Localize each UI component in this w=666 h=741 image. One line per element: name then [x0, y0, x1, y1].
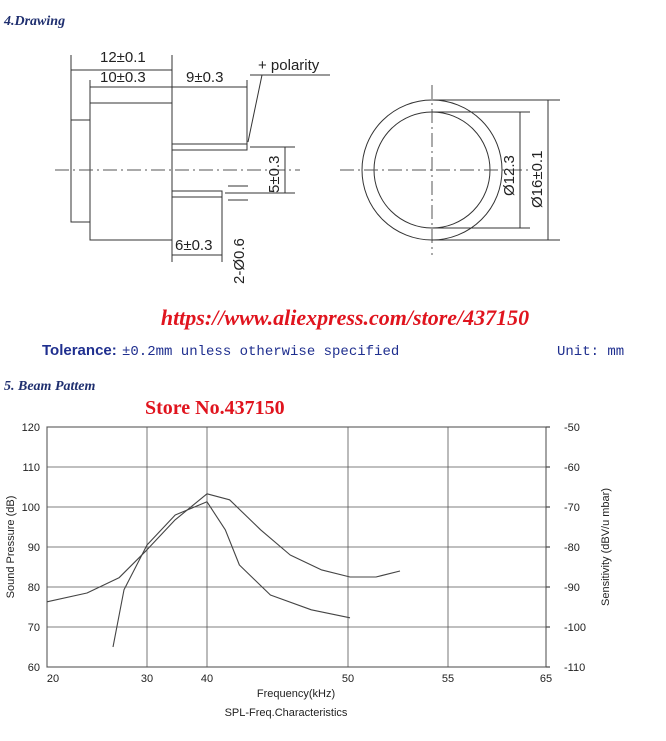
- x-axis-label: Frequency(kHz): [257, 688, 335, 700]
- y2-tick-label: -90: [564, 582, 580, 594]
- tolerance-text: ±0.2mm unless otherwise specified: [122, 344, 399, 360]
- x-tick-label: 55: [442, 673, 454, 685]
- y-tick-label: 120: [22, 422, 40, 434]
- x-tick-label: 20: [47, 673, 59, 685]
- chart-title: SPL-Freq.Characteristics: [225, 707, 348, 719]
- y2-tick-label: -100: [564, 622, 586, 634]
- line: [46, 493, 401, 603]
- dimension-label: Ø16±0.1: [529, 151, 546, 208]
- y2-tick-label: -70: [564, 502, 580, 514]
- y2-tick-label: -80: [564, 542, 580, 554]
- dimension-label: 12±0.1: [100, 49, 146, 66]
- tolerance-label: Tolerance:: [42, 342, 117, 359]
- y-tick-label: 80: [28, 582, 40, 594]
- y2-axis-label: Sensitivity (dBV/u mbar): [600, 488, 612, 606]
- x-tick-label: 50: [342, 673, 354, 685]
- y-tick-label: 110: [22, 462, 40, 474]
- y-tick-label: 60: [28, 662, 40, 674]
- section-title: 5. Beam Pattem: [4, 379, 95, 394]
- dimension-label: + polarity: [258, 57, 320, 74]
- y2-tick-label: -60: [564, 462, 580, 474]
- y-tick-label: 100: [22, 502, 40, 514]
- unit: Unit: mm: [557, 344, 624, 360]
- y-tick-label: 70: [28, 622, 40, 634]
- chart: Frequency(kHz) SPL-Freq.Characteristics …: [5, 422, 612, 719]
- dimension-label: 9±0.3: [186, 69, 223, 86]
- dimension-label: Ø12.3: [501, 155, 518, 196]
- dimension-label: 10±0.3: [100, 69, 146, 86]
- dimension-label: 5±0.3: [266, 156, 283, 193]
- dimension-label: 2-Ø0.6: [231, 238, 248, 284]
- y-tick-label: 90: [28, 542, 40, 554]
- y2-tick-label: -110: [564, 662, 585, 674]
- x-tick-label: 65: [540, 673, 552, 685]
- line: [112, 501, 351, 648]
- chart-annotation: Store No.437150: [145, 397, 285, 419]
- y2-tick-label: -50: [564, 422, 580, 434]
- x-tick-label: 30: [141, 673, 153, 685]
- dimension-label: 6±0.3: [175, 237, 212, 254]
- front-view: Ø12.3 Ø16±0.1: [340, 85, 560, 255]
- y-axis-label: Sound Pressure (dB): [5, 496, 17, 599]
- section-title: 4.Drawing: [3, 14, 65, 29]
- x-tick-label: 40: [201, 673, 213, 685]
- store-url: https://www.aliexpress.com/store/437150: [161, 305, 529, 330]
- side-view: 12±0.1 10±0.3 9±0.3 + polarity 5±0.3 6±0…: [55, 49, 330, 284]
